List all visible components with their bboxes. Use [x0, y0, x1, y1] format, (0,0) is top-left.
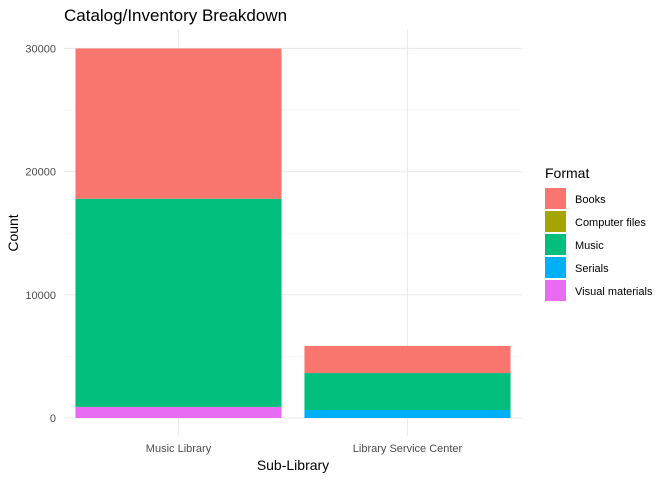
bar-segment [304, 409, 511, 418]
chart-title: Catalog/Inventory Breakdown [64, 6, 287, 25]
legend-label: Serials [575, 263, 609, 275]
y-axis-title: Count [5, 214, 21, 251]
bar-segment [75, 406, 282, 418]
legend: Format Books Computer files Music Serials Vi… [545, 165, 653, 301]
x-axis-title: Sub-Library [257, 457, 329, 473]
x-tick-label: Music Library [146, 443, 212, 455]
y-axis-ticks: 0 10000 20000 30000 [25, 43, 56, 425]
legend-label: Computer files [575, 217, 646, 229]
legend-title: Format [545, 165, 589, 181]
legend-label: Books [575, 194, 606, 206]
bar-segment [75, 198, 282, 407]
legend-key [545, 280, 566, 301]
bar-segment [304, 373, 511, 410]
legend-key [545, 188, 566, 209]
y-tick-label: 0 [50, 413, 56, 425]
legend-label: Music [575, 240, 604, 252]
legend-label: Visual materials [575, 286, 653, 298]
legend-key [545, 257, 566, 278]
bars [75, 48, 511, 418]
x-axis-ticks: Music Library Library Service Center [146, 443, 463, 455]
y-tick-label: 10000 [25, 290, 56, 302]
bar-segment [304, 345, 511, 374]
bar-segment [75, 48, 282, 199]
legend-key [545, 234, 566, 255]
legend-key [545, 211, 566, 232]
y-tick-label: 20000 [25, 167, 56, 179]
y-tick-label: 30000 [25, 43, 56, 55]
x-tick-label: Library Service Center [353, 443, 463, 455]
